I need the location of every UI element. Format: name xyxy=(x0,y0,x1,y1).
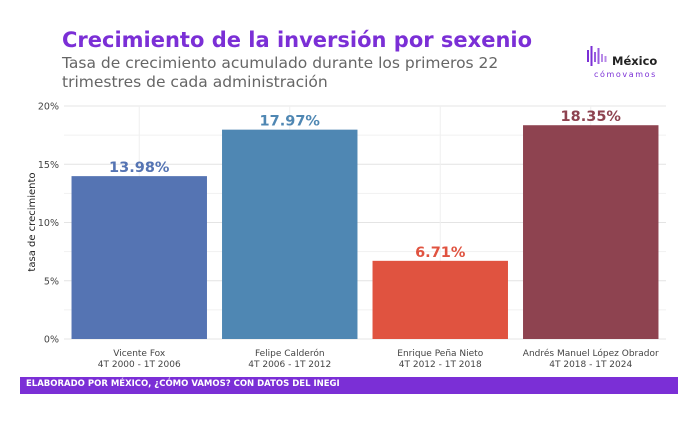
y-axis-label: tasa de crecimiento xyxy=(27,172,38,271)
bar xyxy=(71,176,207,339)
logo-name: México xyxy=(612,54,658,68)
x-tick-label-name: Vicente Fox xyxy=(113,349,166,359)
x-tick-label-period: 4T 2006 - 1T 2012 xyxy=(248,360,331,370)
x-tick-label-name: Enrique Peña Nieto xyxy=(397,349,483,359)
x-tick-label-name: Felipe Calderón xyxy=(255,348,325,359)
y-tick-label: 5% xyxy=(44,276,59,287)
chart-subtitle: Tasa de crecimiento acumulado durante lo… xyxy=(62,54,499,91)
bars-layer xyxy=(71,125,659,339)
data-label: 17.97% xyxy=(260,114,321,130)
x-tick-label-period: 4T 2012 - 1T 2018 xyxy=(399,360,482,370)
x-tick-label-name: Andrés Manuel López Obrador xyxy=(523,348,659,359)
y-tick-label: 15% xyxy=(38,160,59,171)
footer-note: ELABORADO POR MÉXICO, ¿CÓMO VAMOS? CON D… xyxy=(26,379,340,389)
x-tick-label-period: 4T 2018 - 1T 2024 xyxy=(549,360,632,370)
y-tick-label: 20% xyxy=(38,102,59,113)
logo-bars-icon xyxy=(587,46,607,66)
bar xyxy=(523,125,659,339)
x-tick-label-period: 4T 2000 - 1T 2006 xyxy=(98,360,181,370)
bar xyxy=(222,129,358,339)
data-label: 6.71% xyxy=(415,245,466,261)
logo-tagline: cómovamos xyxy=(594,70,657,79)
chart-title: Crecimiento de la inversión por sexenio xyxy=(62,28,533,52)
y-tick-label: 0% xyxy=(44,335,59,346)
bar xyxy=(372,260,508,339)
data-label: 13.98% xyxy=(109,160,170,176)
data-label: 18.35% xyxy=(561,109,622,125)
mexico-como-vamos-logo: México cómovamos xyxy=(586,44,668,84)
footer-bar: ELABORADO POR MÉXICO, ¿CÓMO VAMOS? CON D… xyxy=(20,377,678,394)
y-tick-label: 10% xyxy=(38,218,59,229)
